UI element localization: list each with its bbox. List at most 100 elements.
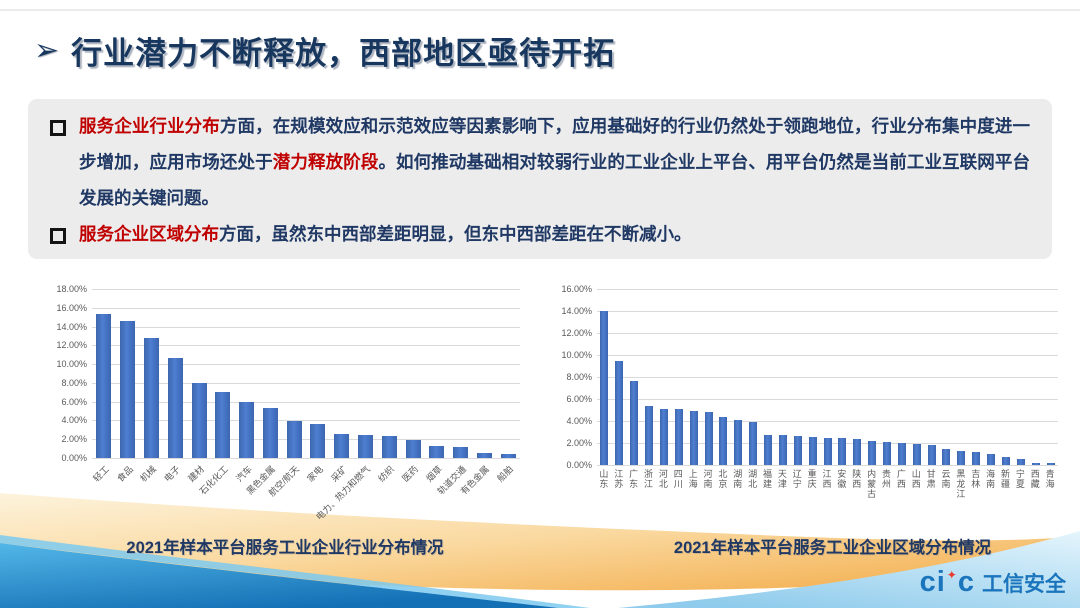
bar <box>286 421 302 458</box>
bullet-text: 服务企业行业分布方面，在规模效应和示范效应等因素影响下，应用基础好的行业仍然处于… <box>79 108 1030 216</box>
gridline <box>597 465 1058 466</box>
bullet-item: 服务企业区域分布方面，虽然东中西部差距明显，但东中西部差距在不断减小。 <box>50 216 1030 252</box>
title-row: ➢ 行业潜力不断释放，西部地区亟待开拓 <box>34 28 615 73</box>
x-axis-category-label: 江西 <box>821 469 832 489</box>
logo-text-suffix: c <box>957 566 975 598</box>
bullet-list: 服务企业行业分布方面，在规模效应和示范效应等因素影响下，应用基础好的行业仍然处于… <box>50 108 1030 252</box>
y-axis-tick-label: 8.00% <box>61 377 87 388</box>
bar <box>167 358 183 458</box>
gridline <box>92 458 520 459</box>
y-axis-tick-label: 4.00% <box>61 415 87 426</box>
bullet-text: 服务企业区域分布方面，虽然东中西部差距明显，但东中西部差距在不断减小。 <box>79 216 692 252</box>
bar <box>239 401 255 458</box>
x-axis-category-label: 海南 <box>985 469 996 489</box>
x-axis-category-label: 山东 <box>598 469 609 489</box>
logo-company-name: 工信安全 <box>982 573 1066 596</box>
bar <box>838 438 847 465</box>
x-axis-category-label: 河北 <box>657 469 668 489</box>
y-axis-tick-label: 6.00% <box>61 396 87 407</box>
bar <box>734 420 743 465</box>
y-axis-tick-label: 8.00% <box>566 372 592 382</box>
gridline <box>597 421 1058 422</box>
x-axis-category-label: 贵州 <box>880 469 891 489</box>
y-axis-tick-label: 16.00% <box>561 284 592 294</box>
y-axis-tick-label: 2.00% <box>566 438 592 448</box>
y-axis-tick-label: 16.00% <box>56 302 87 313</box>
x-axis-category-label: 湖南 <box>732 469 743 489</box>
region-distribution-chart: 16.00% 14.00% 12.00% 10.00% 8.00% 6.00% 4.00% 2… <box>545 272 1060 567</box>
y-axis-tick-label: 0.00% <box>61 453 87 463</box>
gridline <box>92 345 520 347</box>
top-divider <box>0 9 1080 11</box>
bar <box>1031 462 1040 465</box>
bar <box>310 424 326 458</box>
body-text: 方面，在规模效应和示范效应等因素影响下，应用基础好的行业仍然处于领跑地位，行业分… <box>79 116 1030 172</box>
x-axis-category-label: 黑龙江 <box>955 469 966 499</box>
bar <box>1001 457 1010 465</box>
gridline <box>597 355 1058 356</box>
x-axis-category-label: 云南 <box>940 469 951 489</box>
x-axis-category-label: 福建 <box>762 469 773 489</box>
body-text: 方面，虽然东中西部差距明显，但东中西部差距在不断减小。 <box>219 224 692 244</box>
page-title: 行业潜力不断释放，西部地区亟待开拓 <box>71 36 616 71</box>
bar <box>659 408 668 465</box>
bottom-wave-decoration <box>0 493 1080 608</box>
x-axis-category-label: 陕西 <box>851 469 862 489</box>
x-axis-category-label: 广东 <box>628 469 639 489</box>
y-axis-tick-label: 10.00% <box>56 359 87 370</box>
x-axis-category-label: 重庆 <box>806 469 817 489</box>
y-axis-tick-label: 10.00% <box>561 350 592 360</box>
x-axis-category-label: 浙江 <box>643 469 654 489</box>
left-chart-caption: 2021年样本平台服务工业企业行业分布情况 <box>126 539 444 557</box>
gridline <box>597 289 1058 290</box>
gridline <box>597 399 1058 400</box>
x-axis-category-label: 广西 <box>895 469 906 489</box>
bar <box>630 381 639 465</box>
bar <box>778 435 787 465</box>
bar <box>381 436 397 458</box>
x-axis-category-label: 西藏 <box>1029 469 1040 489</box>
emphasized-text: 潜力释放阶段 <box>272 152 379 172</box>
bar <box>191 382 207 458</box>
gridline <box>597 333 1058 334</box>
x-axis-category-label: 湖北 <box>747 469 758 489</box>
cic-logo: ci ✦ c 工信安全 <box>920 567 1066 598</box>
y-axis-tick-label: 2.00% <box>61 434 87 445</box>
bar <box>453 446 469 458</box>
gridline <box>92 420 520 422</box>
square-bullet-icon <box>50 228 66 244</box>
bar <box>429 445 445 458</box>
gridline <box>597 377 1058 378</box>
bullet-item: 服务企业行业分布方面，在规模效应和示范效应等因素影响下，应用基础好的行业仍然处于… <box>50 108 1030 216</box>
x-axis-category-label: 辽宁 <box>791 469 802 489</box>
bar <box>942 449 951 465</box>
bar <box>704 411 713 465</box>
bar <box>645 405 654 465</box>
industry-distribution-chart: 18.00% 16.00% 14.00% 12.00% 10.00% 8.00% 6.00%… <box>45 272 525 567</box>
body-text: 。如何推动基础相对较弱行业的工业企业上平台、用平台仍然是当前工业互联网平台发展的… <box>79 152 1031 208</box>
x-axis-category-label: 河南 <box>702 469 713 489</box>
bar <box>987 454 996 465</box>
gridline <box>92 289 520 290</box>
x-axis-category-label: 四川 <box>672 469 683 489</box>
y-axis-tick-label: 4.00% <box>566 416 592 426</box>
gridline <box>597 311 1058 312</box>
bar <box>927 445 936 465</box>
y-axis-tick-label: 14.00% <box>561 306 592 316</box>
gridline <box>92 401 520 403</box>
blue-wave-left-crest <box>0 535 590 608</box>
bar <box>972 451 981 465</box>
bar <box>262 408 278 458</box>
bar <box>357 435 373 458</box>
bar <box>96 314 112 458</box>
logo-star-icon: ✦ <box>946 568 957 582</box>
y-axis-tick-label: 14.00% <box>56 321 87 332</box>
bar <box>600 311 609 465</box>
square-bullet-icon <box>50 120 66 136</box>
bar <box>334 433 350 458</box>
bar <box>689 411 698 465</box>
bar <box>615 360 624 465</box>
bar <box>882 441 891 465</box>
bar <box>793 436 802 465</box>
